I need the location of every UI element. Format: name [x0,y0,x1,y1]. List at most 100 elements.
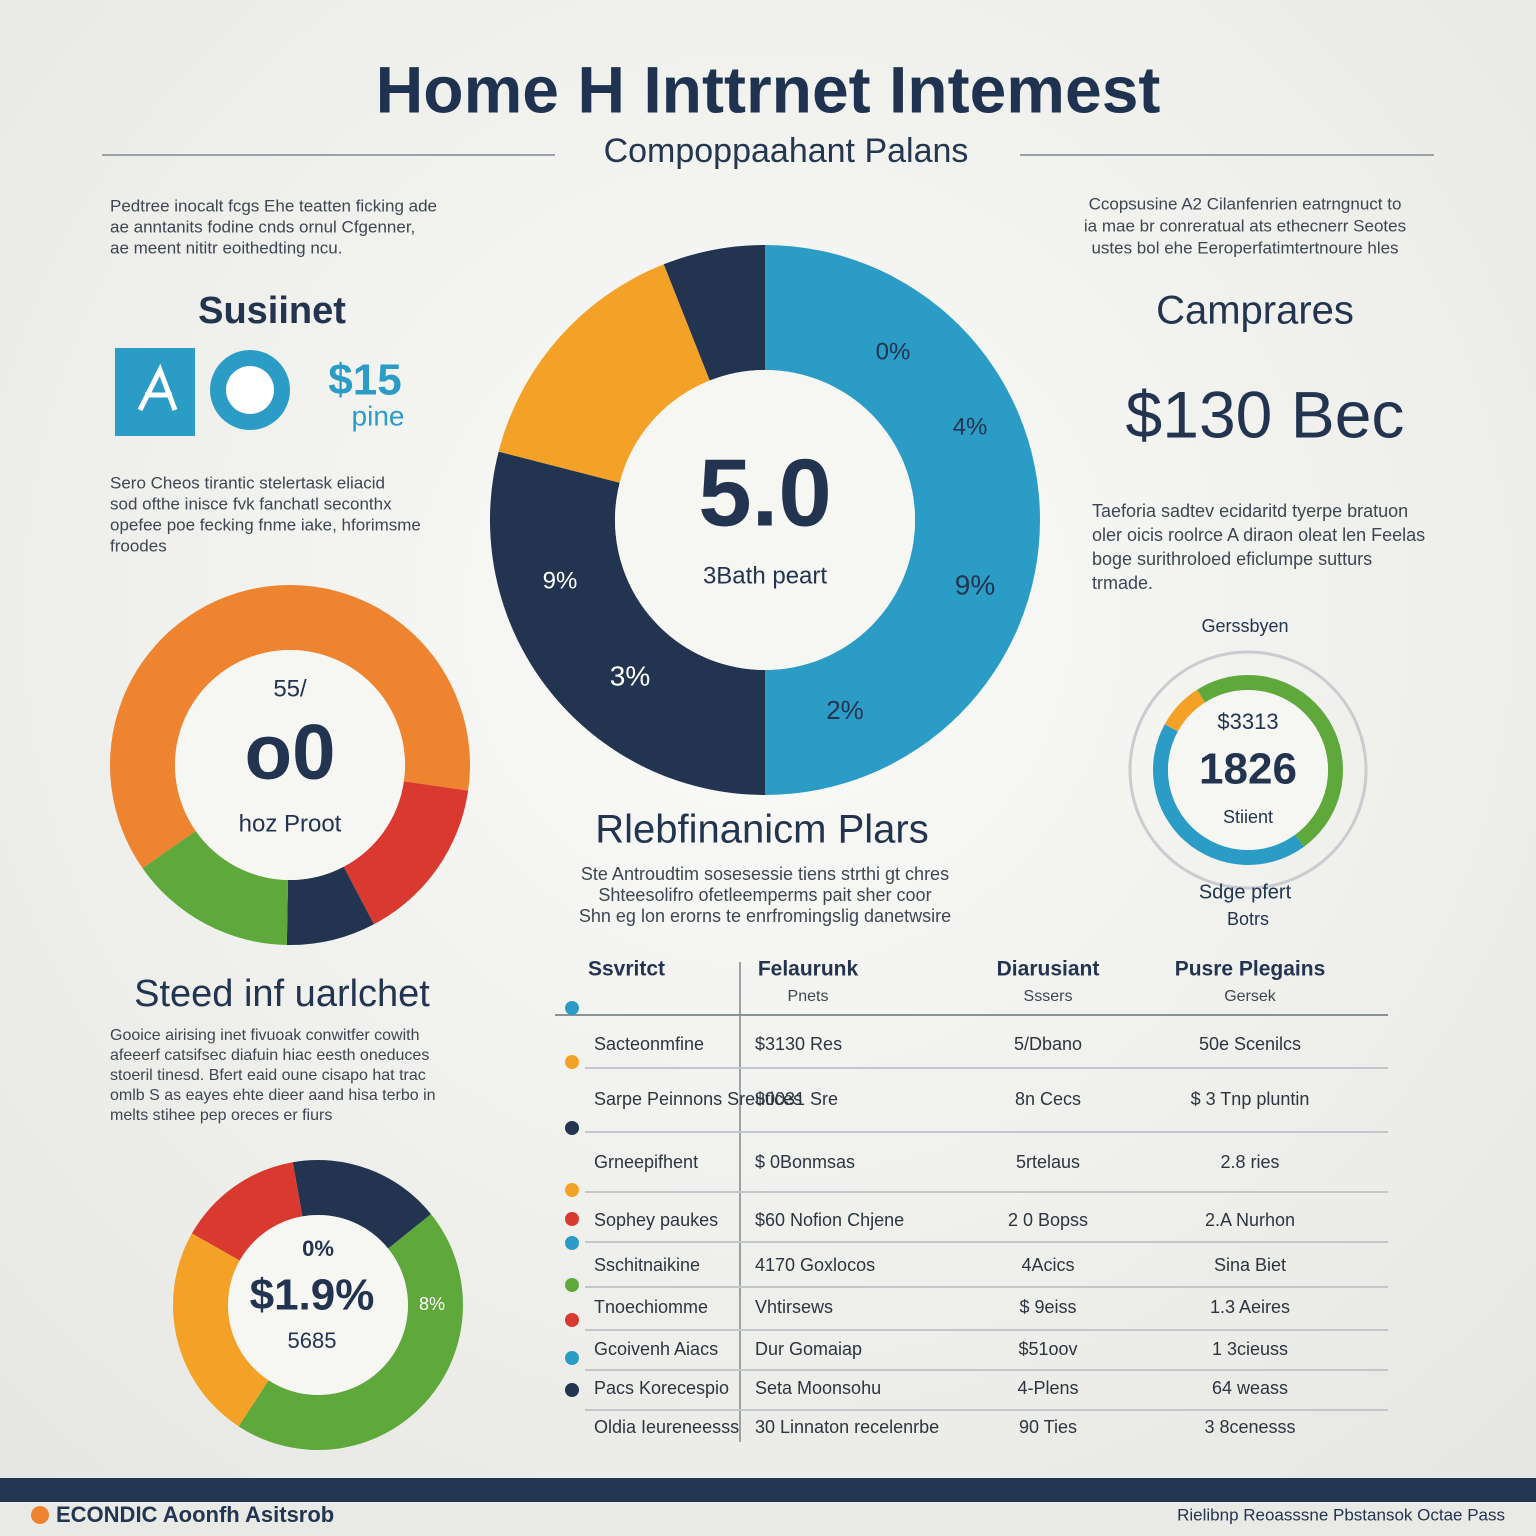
paragraph: boge surithroloed eficlumpe sutturs [1092,549,1372,569]
donut-segment [292,1160,432,1249]
paragraph: ae anntanits fodine cnds ornul Cfgenner, [110,217,415,236]
donut-label: 2% [826,695,864,725]
table-rules [555,1014,1388,1411]
donut-segment [663,245,765,381]
table-cell: 90 Ties [1019,1417,1077,1437]
donut-segment [191,1162,303,1261]
icon-glyph [226,366,274,414]
paragraph: melts stihee pep oreces er fiurs [110,1107,332,1124]
donut-label: 4% [953,413,988,440]
donut-center-text: $1.9% [250,1271,375,1320]
table-cell: 2.A Nurhon [1205,1210,1295,1230]
donut-segment [142,830,288,945]
icon-glyph [137,363,178,412]
section-heading: Camprares [1156,289,1354,333]
donut-label: Botrs [1227,909,1269,929]
donut-hole [228,1215,408,1395]
donut-segment [238,1214,464,1450]
table-cell: Sina Biet [1214,1255,1286,1275]
donut-label: Gerssbyen [1201,616,1288,636]
icon [115,348,195,436]
donut-segment [765,245,1040,795]
table-dots [565,1001,579,1397]
paragraph: froodes [110,536,167,555]
table-cell: $60 Nofion Chjene [755,1210,904,1230]
table-cell: Oldia Ieureneesss [594,1417,739,1437]
paragraph: Ccopsusine A2 Cilanfenrien eatrngnuct to [1089,194,1402,213]
paragraph: sod ofthe inisce fvk fanchatl seconthx [110,494,392,513]
table-cell: 8n Cecs [1015,1089,1081,1109]
donut-segment [1197,675,1248,703]
donut-segment [110,585,471,869]
donut-segment [1248,675,1344,847]
column-subheader: Sssers [1024,988,1073,1005]
price: $130 Bec [1126,377,1405,451]
subtitle: Compoppaahant Palans [604,132,969,170]
section-heading: Rlebfinanicm Plars [595,808,928,852]
paragraph: oler oicis roolrce A diraon oleat len Fe… [1092,525,1425,545]
paragraph: Taeforia sadtev ecidaritd tyerpe bratuon [1092,501,1408,521]
paragraph: Ste Antroudtim sosesessie tiens strthi g… [581,864,949,884]
table-cell: 5/Dbano [1014,1034,1082,1054]
table-cell: $ 9eiss [1019,1297,1076,1317]
donut-hole [1168,690,1328,850]
donut-label: 0% [876,338,911,365]
donut-center-text: hoz Proot [239,810,342,837]
donut-segment [489,451,765,795]
table-cell: 3 8cenesss [1204,1417,1295,1437]
logo [31,1506,49,1524]
table-cell: 64 weass [1212,1378,1288,1398]
table-cell: 2.8 ries [1220,1152,1279,1172]
donut-segment [343,781,469,925]
gauge-outline [1128,650,1368,890]
table-cell: Sophey paukes [594,1210,718,1230]
column-header: Ssvritct [588,958,665,981]
table-cell: 5rtelaus [1016,1152,1080,1172]
donut-label: 9% [543,567,578,594]
donut-center-text: 0% [302,1236,334,1261]
table-cell: $ 0Bonmsas [755,1152,855,1172]
donut-label: Sdge pfert [1199,881,1292,903]
footer-bar [0,1478,1536,1502]
paragraph: ae meent nititr eoithedting ncu. [110,238,342,257]
donut-label: % [738,276,758,301]
donut-center-text: 55/ [273,675,307,702]
paragraph: Shn eg lon erorns te enrfromingslig dane… [579,906,951,926]
donut-center-text: 5685 [288,1328,337,1353]
column-header: Diarusiant [997,958,1100,981]
column-header: Pusre Plegains [1175,958,1326,981]
donut-center-text: o0 [244,708,335,796]
paragraph: ustes bol ehe Eeroperfatimtertnoure hles [1091,238,1398,257]
column-subheader: Gersek [1224,988,1277,1005]
donut-hole [615,370,915,670]
table-cell: $51oov [1018,1339,1077,1359]
table-cell: 4Acics [1021,1255,1074,1275]
price: $15 [328,356,401,405]
paragraph: opefee poe fecking fnme iake, hforimsme [110,515,421,534]
table-cell: Sschitnaikine [594,1255,700,1275]
donut-segment [172,1233,269,1427]
donut-segment [498,264,710,483]
section-heading: Susiinet [198,290,346,332]
table-cell: Vhtirsews [755,1297,833,1317]
table-cell: Sacteonmfine [594,1034,704,1054]
section-heading: Steed inf uarlchet [134,973,430,1015]
title: Home H Inttrnet Intemest [376,52,1161,126]
paragraph: Shteesolifro ofetleemperms pait sher coo… [598,885,931,905]
paragraph: stoeril tinesd. Bfert eaid oune cisapo h… [110,1067,426,1084]
table-cell: $ 3 Tnp pluntin [1191,1089,1310,1109]
donut-segment [1164,689,1206,732]
donut-segment [1153,724,1304,865]
donut-label: 9% [955,569,995,600]
donut-center-text: 5.0 [698,439,831,546]
table-cell: 1 3cieuss [1212,1339,1288,1359]
paragraph: Gooice airising inet fivuoak conwitfer c… [110,1027,419,1044]
paragraph: ia mae br conreratual ats ethecnerr Seot… [1084,216,1406,235]
donut-segment [286,866,374,945]
donut-label: 8% [419,1294,445,1314]
column-subheader: Pnets [788,988,829,1005]
column-header: Felaurunk [758,958,859,981]
donut-center-text: 3Bath peart [703,562,827,589]
donut-center-text: 1826 [1199,745,1297,794]
